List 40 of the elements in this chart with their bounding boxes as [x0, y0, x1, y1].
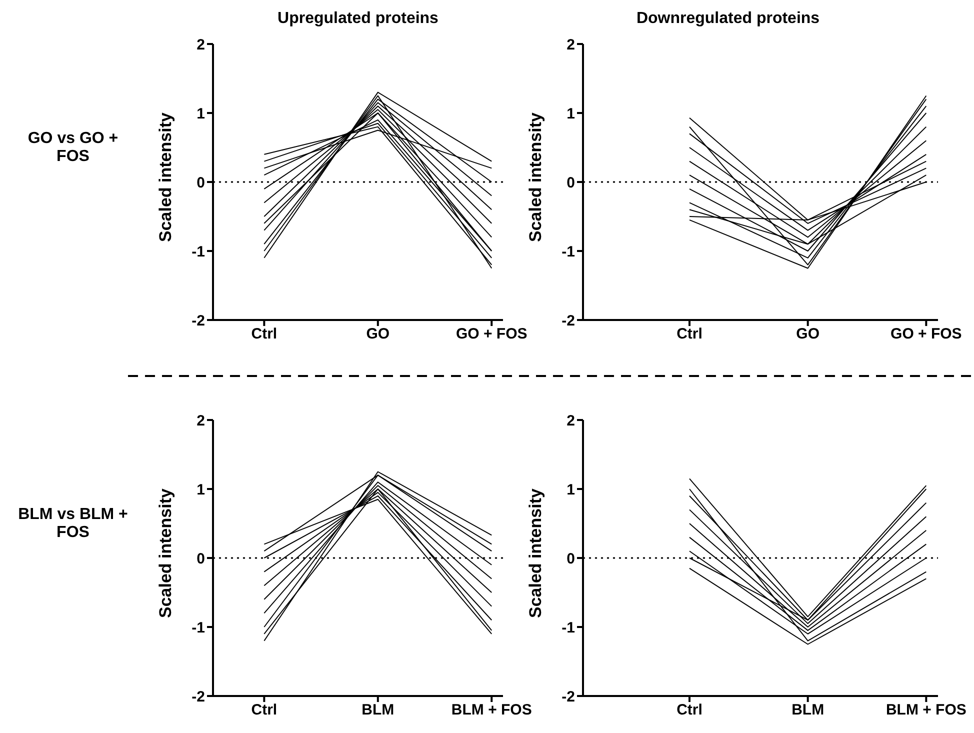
text: GO vs GO + FOS — [26, 130, 120, 166]
text: BLM vs BLM + FOS — [18, 506, 128, 542]
y-tick-label: -1 — [562, 619, 575, 636]
x-tick-label: BLM — [792, 702, 824, 719]
x-tick-label: GO + FOS — [890, 326, 962, 343]
y-tick-label: 0 — [196, 550, 205, 568]
y-tick-label: 2 — [566, 36, 575, 54]
y-tick-label: -1 — [192, 243, 205, 260]
x-tick-label: BLM + FOS — [886, 702, 966, 719]
chart-title: Upregulated proteins — [276, 10, 440, 29]
y-tick-label: -2 — [192, 688, 205, 706]
y-axis-title: Scaled intensity — [526, 488, 546, 618]
y-tick-label: 2 — [566, 412, 575, 430]
y-tick-label: 1 — [566, 481, 575, 498]
y-axis-title: Scaled intensity — [156, 488, 176, 618]
y-tick-label: 0 — [196, 174, 205, 192]
y-tick-label: 2 — [196, 36, 205, 54]
x-tick-label: GO — [796, 326, 820, 343]
x-tick-label: Ctrl — [676, 702, 702, 719]
x-tick-label: GO — [366, 326, 390, 343]
x-tick-label: BLM + FOS — [451, 702, 532, 719]
x-tick-label: Ctrl — [251, 702, 278, 719]
y-tick-label: 2 — [196, 412, 205, 430]
y-tick-label: 1 — [196, 105, 205, 122]
y-tick-label: -2 — [562, 312, 575, 330]
x-tick-label: Ctrl — [251, 326, 278, 343]
y-tick-label: 0 — [566, 550, 575, 568]
y-tick-label: 1 — [196, 481, 205, 498]
chart-title: Downregulated proteins — [635, 10, 821, 29]
y-tick-label: 0 — [566, 174, 575, 192]
y-tick-label: -1 — [562, 243, 575, 260]
y-axis-title: Scaled intensity — [526, 112, 546, 242]
x-tick-label: GO + FOS — [456, 326, 528, 343]
y-tick-label: -1 — [192, 619, 205, 636]
y-tick-label: -2 — [562, 688, 575, 706]
y-tick-label: -2 — [192, 312, 205, 330]
x-tick-label: Ctrl — [676, 326, 702, 343]
y-tick-label: 1 — [566, 105, 575, 122]
x-tick-label: BLM — [362, 702, 394, 719]
y-axis-title: Scaled intensity — [156, 112, 176, 242]
